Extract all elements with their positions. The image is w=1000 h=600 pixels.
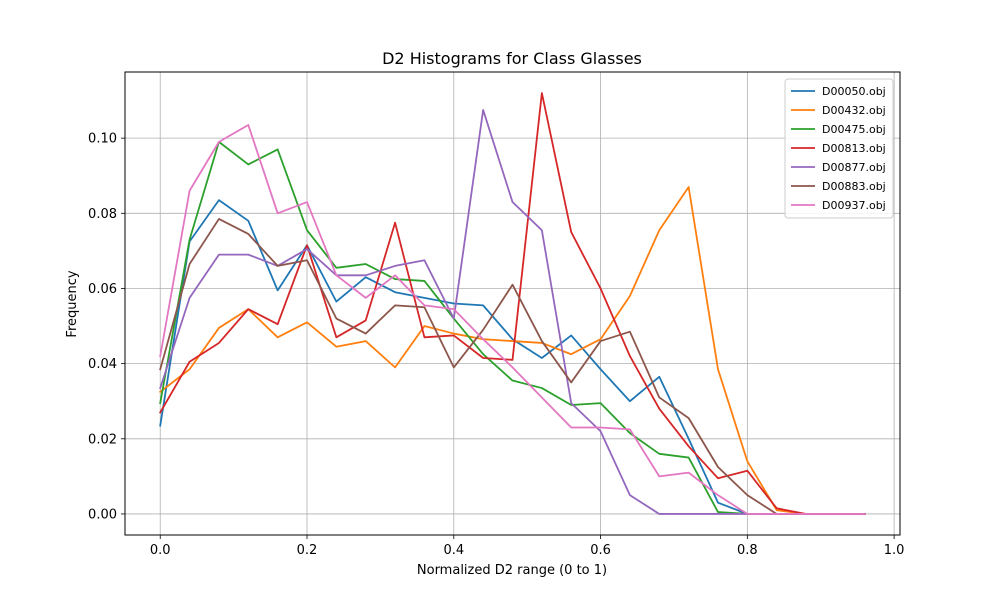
series-line-d00432 <box>158 186 866 515</box>
x-tick-label: 0.4 <box>443 543 464 558</box>
x-axis-label: Normalized D2 range (0 to 1) <box>417 563 607 578</box>
x-tick-label: 1.0 <box>884 543 905 558</box>
y-tick-label: 0.08 <box>88 207 117 222</box>
x-tick-label: 0.8 <box>737 543 758 558</box>
x-tick-label: 0.2 <box>297 543 318 558</box>
y-tick-label: 0.04 <box>88 357 117 372</box>
legend-label: D00432.obj <box>822 104 886 117</box>
series-line-d00883 <box>159 218 866 515</box>
x-tick-label: 0.6 <box>590 543 611 558</box>
series-line-d00937 <box>159 124 866 515</box>
series-line-d00813 <box>159 92 866 515</box>
y-axis-label: Frequency <box>65 270 80 337</box>
chart-title: D2 Histograms for Class Glasses <box>382 49 642 68</box>
y-tick-label: 0.02 <box>88 432 117 447</box>
legend-label: D00937.obj <box>822 199 886 212</box>
y-tick-label: 0.10 <box>88 132 117 147</box>
series-lines <box>158 92 866 515</box>
legend-label: D00883.obj <box>822 180 886 193</box>
legend-label: D00877.obj <box>822 161 886 174</box>
legend-box <box>784 78 894 219</box>
x-axis-ticks: 0.0 0.2 0.4 0.6 0.8 1.0 <box>150 535 905 558</box>
legend-label: D00050.obj <box>822 85 886 98</box>
plot-frame <box>124 71 901 536</box>
legend-label: D00813.obj <box>822 142 886 155</box>
legend-label: D00475.obj <box>822 123 886 136</box>
legend: D00050.obj D00432.obj D00475.obj D00813.obj… <box>784 78 894 219</box>
y-tick-label: 0.00 <box>88 507 117 522</box>
y-axis-ticks: 0.00 0.02 0.04 0.06 0.08 0.10 <box>88 132 125 522</box>
x-tick-label: 0.0 <box>150 543 171 558</box>
y-tick-label: 0.06 <box>88 282 117 297</box>
